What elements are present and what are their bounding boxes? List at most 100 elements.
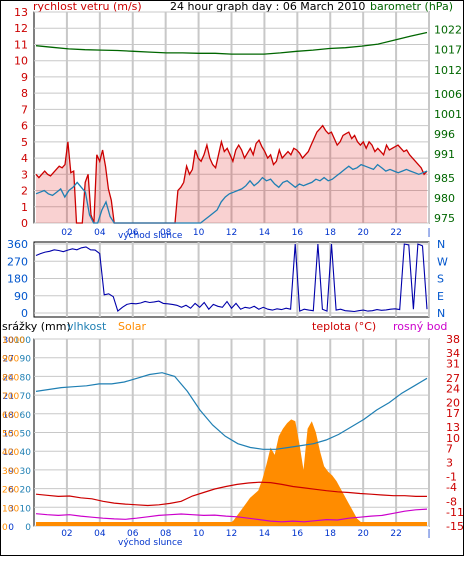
humidity-tick-label: 40 bbox=[20, 448, 32, 458]
gust-area bbox=[36, 125, 427, 223]
wind-tick-label: 10 bbox=[14, 55, 28, 68]
pressure-tick-label: 1006 bbox=[434, 88, 462, 101]
temperature-tick-label: 34 bbox=[446, 347, 460, 360]
humidity-tick-label: 0 bbox=[25, 523, 31, 533]
rain-tick-label: 6 bbox=[8, 486, 14, 496]
wind-tick-label: 11 bbox=[14, 38, 28, 51]
x-tick-label: 12 bbox=[226, 529, 237, 539]
humidity-tick-label: 30 bbox=[20, 467, 32, 477]
humidity-label: vlhkost bbox=[67, 320, 107, 333]
x-tick-label: 06 bbox=[127, 529, 139, 539]
solar-area bbox=[36, 419, 427, 526]
climate-axes: 0369121518212427300102030405060708090100… bbox=[2, 333, 464, 539]
humidity-tick-label: 10 bbox=[20, 504, 32, 514]
x-tick-label: 08 bbox=[160, 228, 172, 238]
x-tick-label: 20 bbox=[357, 228, 369, 238]
rain-tick-label: 15 bbox=[3, 430, 14, 440]
pressure-tick-label: 1017 bbox=[434, 44, 462, 57]
dewpoint-label: rosný bod bbox=[393, 320, 447, 333]
x-tick-label: 02 bbox=[61, 228, 72, 238]
gust-line bbox=[35, 124, 428, 224]
wind-tick-label: 12 bbox=[14, 22, 28, 35]
humidity-tick-label: 70 bbox=[20, 392, 32, 402]
direction-tick-label: 180 bbox=[7, 273, 28, 286]
humidity-tick-label: 90 bbox=[20, 355, 32, 365]
rain-tick-label: 9 bbox=[8, 467, 14, 477]
temperature-tick-label: 10 bbox=[446, 432, 460, 445]
rain-tick-label: 30 bbox=[3, 336, 15, 346]
temperature-tick-label: -4 bbox=[446, 481, 457, 494]
direction-grid bbox=[34, 242, 430, 317]
pressure-tick-label: 991 bbox=[434, 148, 455, 161]
direction-tick-label: 90 bbox=[14, 290, 28, 303]
x-tick-label: 02 bbox=[61, 529, 72, 539]
x-tick-label: 22 bbox=[390, 529, 401, 539]
temperature-tick-label: 24 bbox=[446, 382, 460, 395]
x-tick-label: 14 bbox=[259, 228, 271, 238]
temperature-label: teplota (°C) bbox=[312, 320, 376, 333]
x-tick-label: 18 bbox=[325, 529, 337, 539]
pressure-tick-label: 996 bbox=[434, 128, 455, 141]
temperature-line bbox=[35, 481, 427, 507]
x-tick-label: | bbox=[427, 529, 430, 539]
direction-tick-label: 0 bbox=[21, 307, 28, 320]
solar-tick-label: 900 bbox=[2, 355, 19, 365]
pressure-tick-label: 1001 bbox=[434, 108, 462, 121]
wind-tick-label: 7 bbox=[21, 103, 28, 116]
wind-tick-label: 1 bbox=[21, 201, 28, 214]
rain-tick-label: 0 bbox=[8, 523, 14, 533]
humidity-tick-label: 50 bbox=[20, 430, 32, 440]
temperature-tick-label: 20 bbox=[446, 397, 460, 410]
solar-tick-label: 1000 bbox=[2, 336, 25, 346]
solar-baseline bbox=[36, 522, 427, 526]
wind-tick-label: 3 bbox=[21, 168, 28, 181]
rain-tick-label: 27 bbox=[3, 355, 14, 365]
compass-label: W bbox=[437, 255, 448, 268]
pressure-tick-label: 1012 bbox=[434, 64, 462, 77]
wind-tick-label: 13 bbox=[14, 6, 28, 19]
temperature-tick-label: 27 bbox=[446, 372, 460, 385]
solar-label: Solar bbox=[118, 320, 147, 333]
x-tick-label: 18 bbox=[325, 228, 337, 238]
pressure-tick-label: 985 bbox=[434, 172, 455, 185]
pressure-tick-label: 1022 bbox=[434, 24, 462, 37]
x-tick-label: 22 bbox=[390, 228, 401, 238]
x-tick-label: 16 bbox=[292, 228, 304, 238]
wind-tick-label: 5 bbox=[21, 136, 28, 149]
rain-tick-label: 24 bbox=[3, 373, 15, 383]
wind-tick-label: 0 bbox=[21, 217, 28, 230]
rain-label: srážky (mm) bbox=[2, 320, 71, 333]
humidity-tick-label: 80 bbox=[20, 373, 32, 383]
rain-tick-label: 18 bbox=[3, 411, 15, 421]
temperature-tick-label: 13 bbox=[446, 421, 460, 434]
wind-tick-label: 9 bbox=[21, 71, 28, 84]
climate-series bbox=[35, 372, 428, 526]
solar-tick-label: 600 bbox=[2, 411, 19, 421]
x-tick-label: 10 bbox=[193, 529, 205, 539]
temperature-tick-label: 31 bbox=[446, 358, 460, 371]
compass-label: N bbox=[437, 238, 445, 251]
pressure-tick-label: 980 bbox=[434, 192, 455, 205]
humidity-tick-label: 20 bbox=[20, 486, 32, 496]
solar-tick-label: 0 bbox=[2, 523, 8, 533]
solar-tick-label: 500 bbox=[2, 430, 19, 440]
x-tick-label: 20 bbox=[357, 529, 369, 539]
solar-tick-label: 200 bbox=[2, 486, 19, 496]
compass-label: S bbox=[437, 273, 444, 286]
wind-label: rychlost vetru (m/s) bbox=[33, 0, 142, 13]
wind-tick-label: 2 bbox=[21, 185, 28, 198]
wind-grid bbox=[34, 11, 430, 224]
temperature-tick-label: 38 bbox=[446, 333, 460, 346]
x-tick-label: 10 bbox=[193, 228, 205, 238]
rain-tick-label: 3 bbox=[8, 504, 14, 514]
temperature-tick-label: 7 bbox=[446, 442, 453, 455]
sunrise-label-top: východ slunce bbox=[118, 231, 183, 241]
x-tick-label: 12 bbox=[226, 228, 237, 238]
x-tick-label: 16 bbox=[292, 529, 304, 539]
dewpoint-line bbox=[35, 508, 428, 523]
x-tick-label: 06 bbox=[127, 228, 139, 238]
solar-tick-label: 800 bbox=[2, 373, 19, 383]
temperature-tick-label: 17 bbox=[446, 407, 460, 420]
